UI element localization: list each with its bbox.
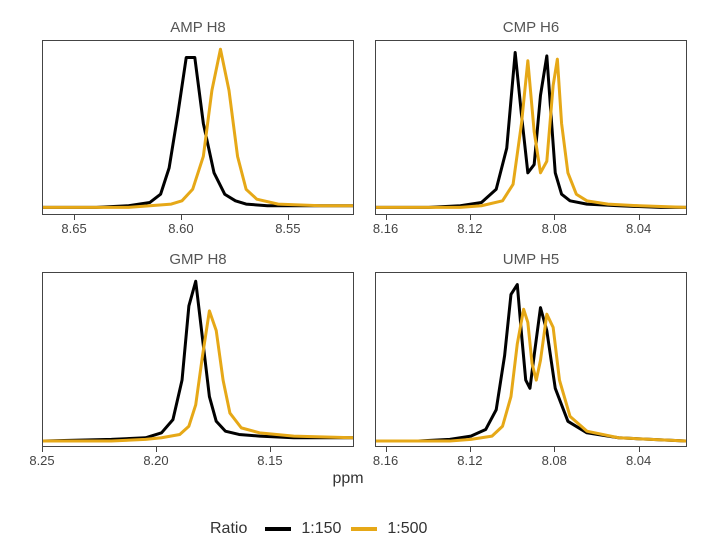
tick-label: 8.12 — [457, 453, 482, 468]
legend-swatch-1 — [265, 527, 291, 531]
panel-title: AMP H8 — [43, 19, 353, 36]
tick-mark — [554, 214, 555, 220]
tick-label: 8.55 — [275, 221, 300, 236]
panel-amp-h8: AMP H8 — [42, 40, 354, 215]
tick-mark — [554, 446, 555, 452]
legend-label-2: 1:500 — [387, 520, 427, 538]
x-axis-label: ppm — [332, 470, 363, 488]
tick-mark — [470, 214, 471, 220]
panel-cmp-h6: CMP H6 — [375, 40, 687, 215]
tick-label: 8.20 — [143, 453, 168, 468]
series-line — [376, 53, 686, 208]
series-line — [376, 59, 686, 207]
tick-label: 8.60 — [168, 221, 193, 236]
panel-gmp-h8: GMP H8 — [42, 272, 354, 447]
panel-svg — [43, 41, 353, 214]
series-line — [43, 57, 353, 207]
tick-mark — [386, 446, 387, 452]
panel-title: CMP H6 — [376, 19, 686, 36]
series-line — [43, 311, 353, 441]
tick-label: 8.08 — [542, 221, 567, 236]
tick-label: 8.65 — [61, 221, 86, 236]
tick-mark — [639, 446, 640, 452]
figure-container: AMP H8 CMP H6 GMP H8 UMP H5 ppm Ratio 1:… — [0, 0, 713, 554]
tick-mark — [270, 446, 271, 452]
legend-title: Ratio — [210, 520, 247, 538]
panel-svg — [376, 273, 686, 446]
tick-label: 8.08 — [542, 453, 567, 468]
legend-swatch-2 — [351, 527, 377, 531]
panel-title: UMP H5 — [376, 251, 686, 268]
tick-label: 8.16 — [373, 453, 398, 468]
panel-title: GMP H8 — [43, 251, 353, 268]
series-line — [43, 281, 353, 441]
tick-mark — [288, 214, 289, 220]
tick-mark — [181, 214, 182, 220]
tick-label: 8.12 — [457, 221, 482, 236]
legend: Ratio 1:150 1:500 — [210, 520, 427, 538]
tick-label: 8.25 — [29, 453, 54, 468]
tick-label: 8.04 — [626, 221, 651, 236]
panel-svg — [376, 41, 686, 214]
legend-label-1: 1:150 — [301, 520, 341, 538]
tick-mark — [639, 214, 640, 220]
tick-mark — [386, 214, 387, 220]
panel-ump-h5: UMP H5 — [375, 272, 687, 447]
tick-label: 8.16 — [373, 221, 398, 236]
tick-mark — [156, 446, 157, 452]
tick-mark — [470, 446, 471, 452]
panel-svg — [43, 273, 353, 446]
tick-mark — [42, 446, 43, 452]
tick-label: 8.15 — [257, 453, 282, 468]
tick-mark — [74, 214, 75, 220]
tick-label: 8.04 — [626, 453, 651, 468]
